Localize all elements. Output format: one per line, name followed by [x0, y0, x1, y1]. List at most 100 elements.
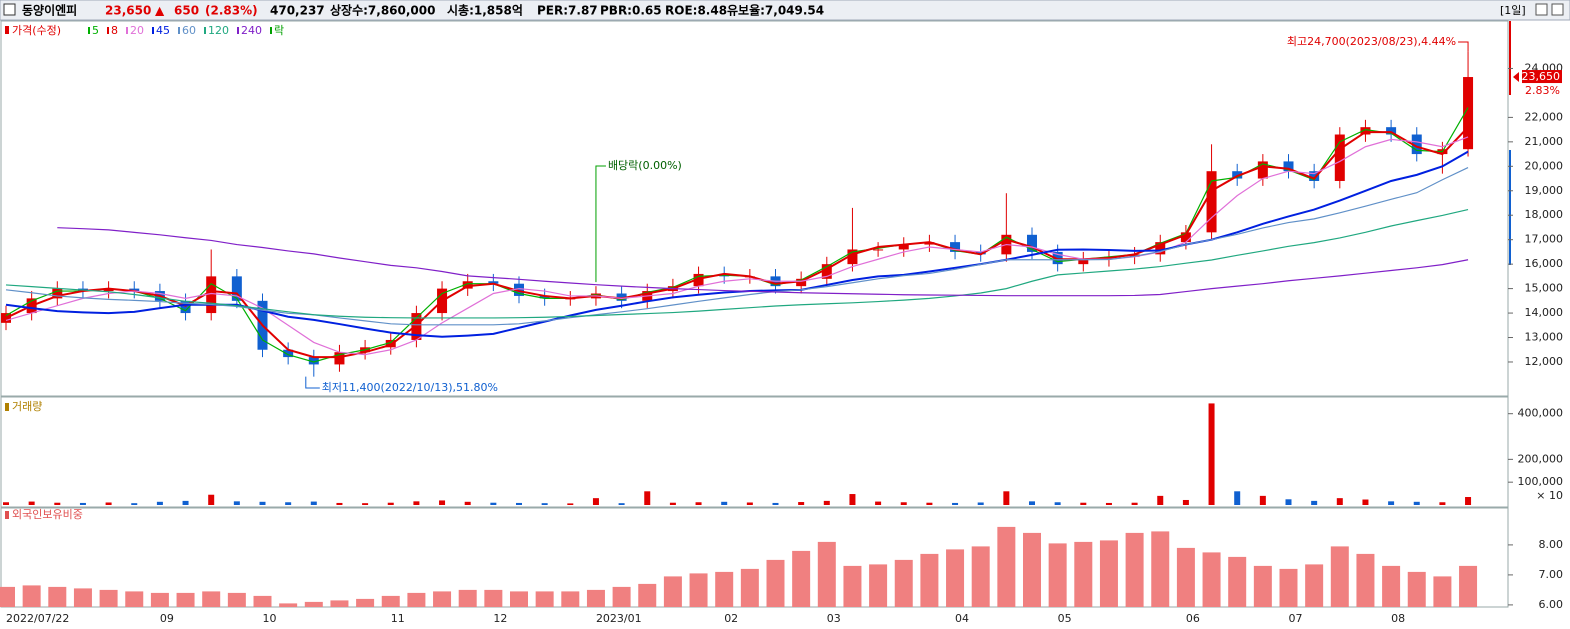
bar	[644, 491, 651, 505]
bar	[1074, 541, 1093, 607]
bar	[669, 502, 676, 505]
bar	[490, 502, 497, 505]
ex-marker	[595, 165, 606, 283]
y-tick-label: 100,000	[1518, 475, 1564, 488]
x-tick-label: 07	[1289, 612, 1303, 625]
candle-body	[1078, 259, 1089, 265]
bar	[541, 503, 548, 505]
bar	[971, 546, 990, 607]
bar	[310, 501, 317, 505]
y-tick-label: 16,000	[1525, 257, 1564, 270]
bar	[413, 501, 420, 505]
close-button[interactable]	[1551, 3, 1564, 16]
unit-label: × 10	[1536, 489, 1563, 502]
bar	[1382, 565, 1401, 607]
candle-body	[796, 278, 807, 287]
candle-body	[821, 264, 832, 279]
candle-body	[1206, 171, 1217, 233]
up-arrow: ▲	[155, 4, 165, 18]
y-tick-label: 12,000	[1525, 355, 1564, 368]
bar	[689, 573, 708, 607]
x-tick-label: 2023/01	[596, 612, 642, 625]
bar	[330, 600, 349, 607]
bar	[997, 526, 1016, 607]
candle-body	[231, 276, 242, 301]
bar	[458, 589, 477, 607]
bar	[285, 502, 292, 505]
bar	[900, 502, 907, 505]
change-tag-label: 2.83%	[1525, 84, 1560, 97]
bar	[356, 598, 375, 607]
bar	[1131, 502, 1138, 505]
x-tick-label: 09	[160, 612, 174, 625]
bar	[920, 553, 939, 607]
bar	[1285, 499, 1292, 505]
bar	[150, 592, 169, 607]
y-tick-label: 21,000	[1525, 135, 1564, 148]
bar	[1202, 552, 1221, 607]
bar	[1125, 532, 1144, 607]
y-tick-label: 15,000	[1525, 282, 1564, 295]
bar	[54, 502, 61, 505]
bar	[1356, 553, 1375, 607]
pane-title: 거래량	[12, 400, 42, 413]
bar	[1459, 565, 1478, 607]
bar	[464, 501, 471, 505]
bar	[1003, 491, 1010, 505]
y-tick-label: 18,000	[1525, 208, 1564, 221]
bar	[715, 571, 734, 607]
legend-price: 가격(수정)	[12, 24, 61, 37]
candle-body	[206, 276, 217, 314]
bar	[1023, 532, 1041, 607]
y-tick-label: 17,000	[1525, 233, 1564, 246]
bar	[1029, 501, 1035, 505]
x-tick-label: 08	[1391, 612, 1405, 625]
candle-body	[1129, 254, 1140, 257]
y-tick-label: 20,000	[1525, 159, 1564, 172]
window-button[interactable]	[1535, 3, 1548, 16]
bar	[792, 550, 811, 607]
period[interactable]: [1일]	[1500, 3, 1526, 17]
candle-body	[1232, 171, 1243, 179]
bar	[561, 591, 580, 607]
bar	[381, 595, 400, 607]
legend-swatch	[107, 27, 109, 34]
bar	[433, 591, 452, 607]
ma-line	[5, 107, 1469, 363]
candle-body	[488, 281, 499, 284]
bar	[304, 601, 323, 607]
x-tick-label: 05	[1058, 612, 1072, 625]
candle-body	[103, 288, 114, 292]
candle-body	[693, 273, 704, 287]
candle-body	[847, 249, 858, 265]
legend-swatch	[204, 27, 206, 34]
reserve-ratio: 유보율:7,049.54	[727, 4, 824, 18]
bar	[1176, 547, 1195, 607]
bar	[869, 564, 888, 607]
ma-line	[5, 166, 1469, 326]
bar	[407, 592, 426, 607]
bar	[176, 592, 195, 607]
candle-body	[52, 288, 63, 299]
bar	[592, 498, 599, 505]
bar	[798, 502, 805, 505]
bar	[73, 588, 92, 607]
candle-body	[898, 244, 909, 250]
bar	[1336, 498, 1343, 505]
low-annotation: 최저11,400(2022/10/13),51.80%	[322, 381, 498, 394]
bar	[1182, 499, 1189, 505]
low-arrow	[305, 376, 320, 389]
bar	[1080, 502, 1087, 505]
legend-ex: 락	[274, 24, 284, 37]
legend-entry: 8	[111, 24, 118, 37]
bar	[1439, 502, 1446, 505]
bar	[439, 500, 446, 505]
price-pane	[0, 20, 1509, 397]
bar	[510, 591, 528, 607]
bar	[618, 503, 625, 505]
x-tick-label: 03	[827, 612, 841, 625]
candle-body	[539, 295, 550, 299]
checkbox[interactable]	[3, 3, 16, 16]
bar	[721, 501, 728, 505]
y-tick-label: 19,000	[1525, 184, 1564, 197]
